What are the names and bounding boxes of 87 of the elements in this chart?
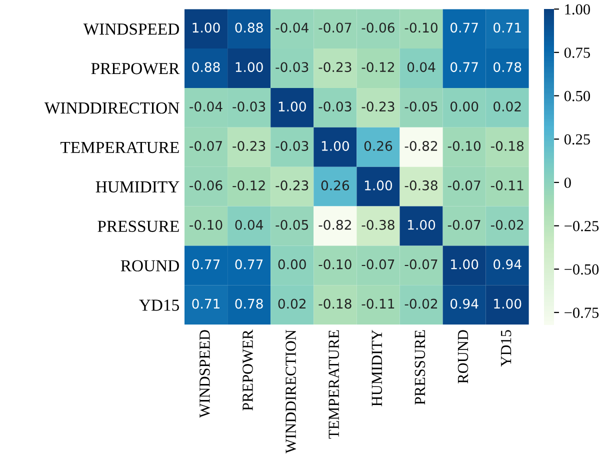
data-label: 0.88 (192, 62, 220, 72)
data-label: -0.10 (448, 140, 481, 151)
data-label: -0.05 (404, 102, 438, 112)
data-label: -0.12 (232, 180, 265, 190)
data-label: 0.71 (192, 298, 220, 309)
data-label: -0.82 (404, 140, 438, 151)
data-label: 1.00 (278, 102, 306, 112)
data-label: -0.23 (276, 180, 308, 190)
data-label: 0.26 (364, 140, 392, 151)
data-label: 1.00 (494, 298, 522, 309)
x-tick-label: HUMIDITY (372, 330, 382, 406)
data-label: 1.00 (408, 220, 436, 230)
data-label: -0.82 (318, 220, 351, 230)
y-tick-label: WINDSPEED (83, 24, 179, 35)
data-label: -0.38 (362, 220, 394, 230)
x-tick-label: YD15 (500, 330, 512, 367)
data-label: -0.02 (490, 220, 524, 230)
data-label: 0.88 (235, 22, 263, 33)
data-label: -0.38 (404, 180, 438, 190)
data-label: -0.10 (318, 259, 352, 270)
data-label: -0.07 (362, 259, 394, 270)
data-label: -0.11 (490, 180, 524, 190)
data-label: -0.18 (490, 140, 524, 151)
data-label: -0.23 (362, 102, 394, 112)
y-tick-label: TEMPERATURE (60, 142, 179, 154)
data-label: -0.12 (362, 62, 394, 72)
color-bar-label: −0.75 (564, 308, 599, 318)
color-bar-label: 0.50 (564, 90, 590, 102)
y-tick-label: WINDDIRECTION (44, 102, 180, 114)
data-label: -0.07 (448, 180, 480, 190)
data-label: 0.77 (235, 259, 263, 270)
data-label: -0.07 (318, 22, 352, 33)
color-bar-label: 0.25 (564, 134, 590, 145)
data-label: -0.03 (276, 140, 308, 151)
data-label: -0.05 (276, 220, 308, 230)
data-label: 0.78 (494, 62, 522, 72)
data-label: 1.00 (192, 22, 220, 33)
data-label: 0.78 (235, 298, 263, 309)
data-label: 0.02 (278, 298, 306, 309)
data-label: 0.77 (192, 259, 220, 270)
data-label: 1.00 (322, 140, 349, 151)
y-tick-label: PRESSURE (98, 220, 179, 232)
data-label: -0.04 (276, 22, 308, 33)
data-label: -0.10 (404, 22, 438, 33)
data-label: 0.00 (450, 102, 478, 112)
data-label: 0.00 (278, 259, 306, 270)
data-label: -0.23 (232, 140, 266, 151)
data-label: -0.03 (276, 62, 308, 72)
data-label: -0.07 (404, 259, 438, 270)
color-bar-label: 0 (564, 178, 571, 188)
data-label: -0.06 (362, 22, 394, 33)
data-label: 1.00 (364, 180, 392, 190)
data-label: 0.94 (494, 259, 522, 270)
data-label: 0.94 (450, 298, 478, 309)
y-tick-label: PREPOWER (91, 62, 180, 74)
data-label: 0.04 (407, 62, 436, 72)
x-tick-label: PRESSURE (414, 330, 426, 405)
data-label: 0.71 (494, 22, 521, 33)
data-label: -0.03 (232, 102, 266, 112)
y-tick-label: ROUND (120, 260, 179, 272)
data-label: 1.00 (236, 62, 263, 72)
data-label: 0.02 (494, 102, 521, 112)
color-bar-label: −0.25 (564, 220, 599, 232)
data-label: 0.26 (321, 180, 350, 190)
x-tick-label: TEMPERATURE (328, 330, 339, 439)
data-label: -0.03 (318, 102, 352, 112)
data-label: -0.11 (362, 298, 394, 309)
y-tick-label: YD15 (139, 300, 179, 311)
y-tick-label: HUMIDITY (96, 181, 180, 193)
color-bar-label: −0.50 (564, 264, 599, 275)
data-label: -0.07 (190, 140, 222, 151)
x-tick-label: WINDDIRECTION (286, 330, 296, 454)
data-label: -0.23 (318, 62, 352, 72)
x-tick-label: PREPOWER (242, 329, 253, 411)
data-label: -0.06 (190, 180, 222, 190)
data-label: -0.10 (190, 220, 222, 230)
data-label: -0.04 (190, 102, 222, 112)
data-label: -0.18 (318, 298, 352, 309)
x-tick-label: ROUND (458, 330, 468, 384)
data-label: 0.77 (450, 62, 478, 72)
data-label: 0.04 (235, 220, 264, 230)
data-label: -0.02 (404, 298, 438, 309)
color-bar-label: 1.00 (565, 4, 590, 15)
color-bar-label: 0.75 (564, 48, 590, 58)
data-label: -0.07 (448, 220, 480, 230)
data-label: 1.00 (451, 259, 478, 270)
data-label: 0.77 (450, 22, 478, 33)
